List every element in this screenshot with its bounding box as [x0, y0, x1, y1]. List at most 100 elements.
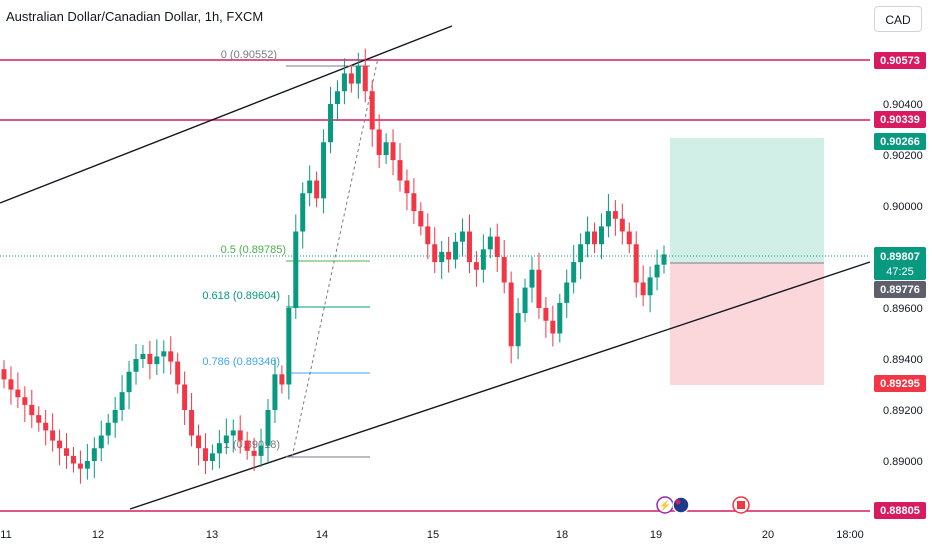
candle-body[interactable]: [36, 415, 42, 423]
candle-body[interactable]: [466, 231, 472, 263]
time-axis[interactable]: [0, 522, 932, 550]
candle-body[interactable]: [328, 104, 334, 143]
candle-body[interactable]: [140, 353, 146, 359]
stop-loss-zone[interactable]: [670, 263, 824, 385]
candle-body[interactable]: [536, 269, 542, 308]
channel-lower-line[interactable]: [129, 261, 871, 510]
candle-body[interactable]: [605, 211, 611, 227]
candle-body[interactable]: [265, 410, 271, 446]
candle-body[interactable]: [404, 180, 410, 194]
take-profit-zone[interactable]: [670, 138, 824, 263]
channel-upper-line[interactable]: [0, 25, 453, 204]
price-badge-last-price[interactable]: 0.89807: [880, 251, 920, 263]
candle-body[interactable]: [119, 392, 125, 410]
price-badge-stop-loss[interactable]: 0.89295: [880, 378, 920, 390]
candle-body[interactable]: [22, 397, 28, 405]
candle-body[interactable]: [487, 236, 493, 250]
candle-body[interactable]: [154, 356, 160, 365]
candle-body[interactable]: [564, 282, 570, 303]
australia-flag-icon[interactable]: [672, 496, 690, 514]
candle-body[interactable]: [230, 430, 236, 436]
candle-body[interactable]: [654, 264, 660, 278]
symbol-title[interactable]: Australian Dollar/Canadian Dollar, 1h, F…: [6, 9, 264, 24]
candle-body[interactable]: [272, 374, 278, 410]
candle-body[interactable]: [376, 129, 382, 156]
candle-body[interactable]: [522, 287, 528, 314]
candle-body[interactable]: [168, 351, 174, 362]
candle-body[interactable]: [619, 218, 625, 232]
candle-body[interactable]: [279, 374, 285, 385]
candle-body[interactable]: [98, 435, 104, 449]
candle-body[interactable]: [293, 231, 299, 309]
candle-body[interactable]: [647, 277, 653, 296]
candle-body[interactable]: [91, 448, 97, 461]
candle-body[interactable]: [244, 440, 250, 451]
candle-body[interactable]: [626, 231, 632, 245]
candle-body[interactable]: [612, 211, 618, 219]
price-badge-resistance-mid[interactable]: 0.90339: [880, 114, 920, 126]
candle-body[interactable]: [258, 445, 264, 456]
candle-body[interactable]: [209, 453, 215, 461]
candle-body[interactable]: [439, 251, 445, 263]
candle-body[interactable]: [529, 269, 535, 288]
candle-body[interactable]: [425, 226, 431, 245]
candle-body[interactable]: [557, 302, 563, 334]
candle-body[interactable]: [15, 389, 21, 398]
currency-button[interactable]: CAD: [874, 6, 922, 32]
candle-body[interactable]: [251, 450, 257, 456]
candle-body[interactable]: [383, 142, 389, 155]
candle-body[interactable]: [473, 262, 479, 270]
candle-body[interactable]: [598, 226, 604, 245]
candle-body[interactable]: [390, 142, 396, 161]
candle-body[interactable]: [355, 65, 361, 84]
candle-body[interactable]: [543, 308, 549, 321]
candle-body[interactable]: [84, 461, 90, 469]
candle-body[interactable]: [112, 410, 118, 423]
candle-body[interactable]: [362, 65, 368, 92]
candle-body[interactable]: [585, 231, 591, 245]
candle-body[interactable]: [640, 282, 646, 296]
candle-body[interactable]: [161, 351, 167, 357]
candle-body[interactable]: [8, 379, 14, 390]
candle-body[interactable]: [175, 361, 181, 385]
candle-body[interactable]: [300, 193, 306, 232]
candle-body[interactable]: [348, 73, 354, 84]
candle-body[interactable]: [126, 371, 132, 393]
candle-body[interactable]: [550, 320, 556, 334]
candle-body[interactable]: [432, 244, 438, 263]
candle-body[interactable]: [661, 254, 667, 265]
candle-body[interactable]: [494, 236, 500, 257]
candle-body[interactable]: [453, 241, 459, 260]
candle-body[interactable]: [189, 410, 195, 436]
candle-body[interactable]: [1, 369, 7, 380]
candle-body[interactable]: [43, 422, 49, 431]
candle-body[interactable]: [446, 251, 452, 260]
candle-body[interactable]: [501, 257, 507, 283]
candle-body[interactable]: [411, 193, 417, 212]
candle-body[interactable]: [480, 249, 486, 270]
candle-body[interactable]: [202, 448, 208, 461]
candle-body[interactable]: [592, 231, 598, 245]
candle-body[interactable]: [515, 313, 521, 347]
price-badge-take-profit[interactable]: 0.90266: [880, 136, 920, 148]
candlestick-series[interactable]: [1, 48, 667, 484]
candle-body[interactable]: [50, 430, 56, 441]
candle-body[interactable]: [314, 180, 320, 199]
candle-body[interactable]: [29, 404, 35, 416]
candle-body[interactable]: [64, 448, 70, 456]
candle-body[interactable]: [133, 359, 139, 372]
candle-body[interactable]: [397, 160, 403, 181]
candle-body[interactable]: [334, 91, 340, 104]
candle-body[interactable]: [182, 384, 188, 411]
price-badge-support-low[interactable]: 0.88805: [880, 505, 920, 517]
candle-body[interactable]: [321, 142, 327, 199]
candle-body[interactable]: [70, 455, 76, 464]
candle-body[interactable]: [418, 211, 424, 227]
candle-body[interactable]: [369, 91, 375, 130]
candle-body[interactable]: [105, 422, 111, 436]
candle-body[interactable]: [571, 262, 577, 283]
candle-body[interactable]: [578, 244, 584, 263]
candle-body[interactable]: [633, 244, 639, 283]
price-badge-resistance-high[interactable]: 0.90573: [880, 55, 920, 67]
